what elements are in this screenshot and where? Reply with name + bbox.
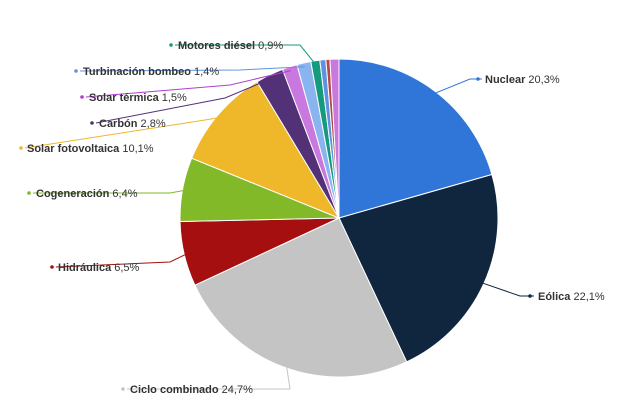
leader-line [33, 189, 187, 194]
label-dot [19, 146, 23, 150]
slice-label: Solar térmica 1,5% [89, 92, 187, 104]
pie-slice-solar-fotovoltaica[interactable] [191, 81, 341, 220]
slice-label-value: 10,1% [119, 143, 153, 155]
label-dot [80, 95, 84, 99]
leader-line [85, 70, 292, 98]
slice-label-value: 20,3% [525, 74, 559, 86]
slice-label-name: Solar fotovoltaica [27, 143, 120, 155]
slice-label-name: Motores diésel [178, 40, 255, 52]
slice-label-name: Cogeneración [36, 188, 110, 200]
slice-label: Nuclear 20,3% [485, 74, 560, 86]
label-dot [74, 69, 78, 73]
slice-label-value: 1,5% [159, 92, 187, 104]
label-dot [528, 294, 532, 298]
slice-label-name: Carbón [99, 118, 138, 130]
slice-label-name: Solar térmica [89, 92, 160, 104]
slice-label-value: 24,7% [219, 384, 253, 396]
label-dot [169, 43, 173, 47]
slice-label-value: 1,4% [191, 66, 219, 78]
slice-labels: Nuclear 20,3% Eólica 22,1% Ciclo combinado… [19, 40, 605, 396]
slice-label: Eólica 22,1% [538, 291, 605, 303]
leader-line [55, 252, 189, 268]
leader-line [432, 78, 482, 95]
label-dot [121, 387, 125, 391]
slice-label: Turbinación bombeo 1,4% [83, 66, 219, 78]
leader-line [175, 44, 317, 66]
slice-label-name: Hidráulica [58, 262, 112, 274]
leader-line [127, 363, 291, 390]
slice-label-value: 6,4% [109, 188, 137, 200]
slice-label: Carbón 2,8% [99, 118, 166, 130]
leader-line [479, 281, 534, 297]
slice-label: Hidráulica 6,5% [58, 262, 140, 274]
pie-slice-nuclear[interactable] [338, 58, 493, 219]
label-dot [476, 77, 480, 81]
slice-label: Motores diésel 0,9% [178, 40, 283, 52]
pie-slice-minor[interactable] [329, 58, 340, 219]
pie-slice-ciclo-combinado[interactable] [194, 217, 408, 378]
label-dot [90, 121, 94, 125]
slice-label-name: Ciclo combinado [130, 384, 219, 396]
leader-line [24, 116, 222, 149]
slice-label: Solar fotovoltaica 10,1% [27, 143, 154, 155]
slice-label: Cogeneración 6,4% [36, 188, 138, 200]
slice-label: Ciclo combinado 24,7% [130, 384, 253, 396]
label-dot [27, 191, 31, 195]
pie-slices [179, 58, 499, 378]
leader-line [79, 66, 305, 72]
slice-label-name: Turbinación bombeo [83, 66, 191, 78]
leader-line [95, 78, 272, 124]
slice-label-value: 2,8% [138, 118, 166, 130]
label-dot [50, 265, 54, 269]
slice-label-value: 22,1% [570, 291, 604, 303]
slice-label-name: Nuclear [485, 74, 526, 86]
slice-label-name: Eólica [538, 291, 571, 303]
slice-label-value: 0,9% [255, 40, 283, 52]
slice-label-value: 6,5% [111, 262, 139, 274]
